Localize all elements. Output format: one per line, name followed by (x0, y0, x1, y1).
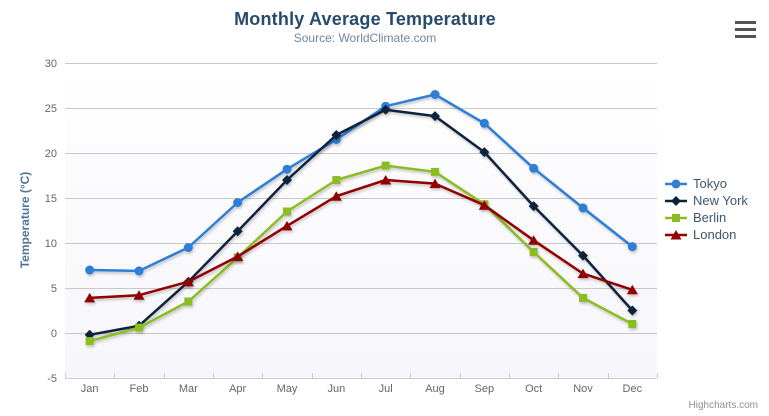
data-point[interactable] (282, 164, 292, 174)
data-point[interactable] (330, 191, 342, 201)
x-axis-label: Nov (573, 383, 593, 395)
data-point[interactable] (628, 320, 637, 328)
data-point[interactable] (380, 175, 392, 185)
data-point[interactable] (380, 104, 391, 115)
data-point[interactable] (135, 323, 143, 332)
x-axis-label: Feb (130, 383, 149, 395)
series-line (88, 164, 634, 343)
x-axis-label: Dec (623, 383, 643, 395)
legend-marker-shape (671, 195, 681, 206)
data-point[interactable] (577, 268, 589, 279)
hamburger-icon (735, 28, 756, 31)
legend-item-tokyo[interactable]: Tokyo (664, 175, 748, 192)
triangle-legend-marker-icon (665, 229, 687, 239)
legend-item-new-york[interactable]: New York (664, 192, 748, 209)
chart-title: Monthly Average Temperature (234, 9, 496, 29)
data-point[interactable] (430, 90, 440, 99)
y-axis-label: 15 (45, 193, 57, 205)
legend-item-berlin[interactable]: Berlin (664, 209, 748, 226)
legend-label: Berlin (693, 210, 727, 225)
data-point[interactable] (626, 284, 638, 295)
data-point[interactable] (528, 235, 540, 245)
y-axis-label: 0 (51, 328, 57, 340)
legend-marker-shape (670, 229, 682, 239)
data-point[interactable] (182, 276, 194, 287)
diamond-legend-marker-icon (665, 195, 687, 206)
data-point[interactable] (134, 266, 144, 276)
square-legend-marker-icon (665, 213, 687, 222)
data-point[interactable] (429, 178, 441, 189)
data-point[interactable] (331, 130, 342, 140)
data-point[interactable] (579, 293, 587, 302)
x-axis-label: May (277, 383, 298, 395)
export-menu-button[interactable] (735, 21, 756, 38)
data-point[interactable] (578, 250, 588, 261)
data-point[interactable] (184, 297, 193, 306)
y-axis-label: 20 (45, 148, 57, 160)
x-axis-label: Sep (475, 383, 495, 395)
plot-background (65, 63, 657, 378)
data-point[interactable] (381, 161, 390, 170)
circle-legend-marker-icon (665, 179, 687, 188)
data-point[interactable] (627, 305, 638, 316)
legend-marker-shape (671, 179, 681, 188)
data-point[interactable] (85, 337, 94, 346)
series-line (88, 108, 634, 337)
data-point[interactable] (282, 175, 292, 185)
x-axis-label: Jan (81, 383, 99, 395)
x-axis-label: Apr (229, 383, 246, 395)
data-point[interactable] (431, 167, 439, 176)
y-axis-label: 10 (45, 238, 57, 250)
y-axis-label: 25 (45, 103, 57, 115)
legend-item-london[interactable]: London (664, 226, 748, 243)
legend: Tokyo New York Berlin London (664, 175, 748, 243)
x-axis-label: Jun (327, 383, 345, 395)
legend-label: New York (693, 193, 748, 208)
chart-subtitle: Source: WorldClimate.com (293, 31, 437, 45)
hamburger-icon (735, 35, 756, 38)
series-line (88, 178, 634, 300)
data-point[interactable] (578, 203, 588, 213)
data-point[interactable] (627, 242, 637, 252)
data-point[interactable] (478, 200, 490, 210)
data-point[interactable] (232, 226, 243, 237)
y-axis-label: 5 (51, 283, 57, 295)
data-point[interactable] (529, 163, 539, 173)
data-point[interactable] (281, 220, 293, 231)
data-point[interactable] (232, 251, 244, 262)
data-point[interactable] (479, 147, 490, 158)
data-point[interactable] (283, 207, 291, 216)
highcharts-credit[interactable]: Highcharts.com (688, 400, 758, 411)
data-point[interactable] (479, 118, 489, 128)
data-point[interactable] (233, 198, 243, 207)
data-point[interactable] (528, 201, 539, 212)
hamburger-icon (735, 21, 756, 24)
x-axis-label: Oct (525, 383, 542, 395)
x-axis-label: Mar (179, 383, 198, 395)
data-point[interactable] (183, 243, 193, 252)
data-point[interactable] (529, 248, 538, 256)
data-point[interactable] (332, 176, 341, 184)
series-london[interactable] (84, 175, 638, 303)
data-point[interactable] (133, 290, 145, 300)
data-point[interactable] (430, 111, 440, 122)
x-axis-label: Aug (425, 383, 445, 395)
legend-label: Tokyo (693, 176, 727, 191)
legend-marker-shape (672, 213, 680, 222)
x-axis-label: Jul (379, 383, 393, 395)
y-axis-label: 30 (45, 58, 57, 70)
legend-label: London (693, 227, 737, 242)
y-axis-label: -5 (47, 373, 57, 385)
data-point[interactable] (84, 292, 96, 303)
data-point[interactable] (85, 265, 95, 275)
